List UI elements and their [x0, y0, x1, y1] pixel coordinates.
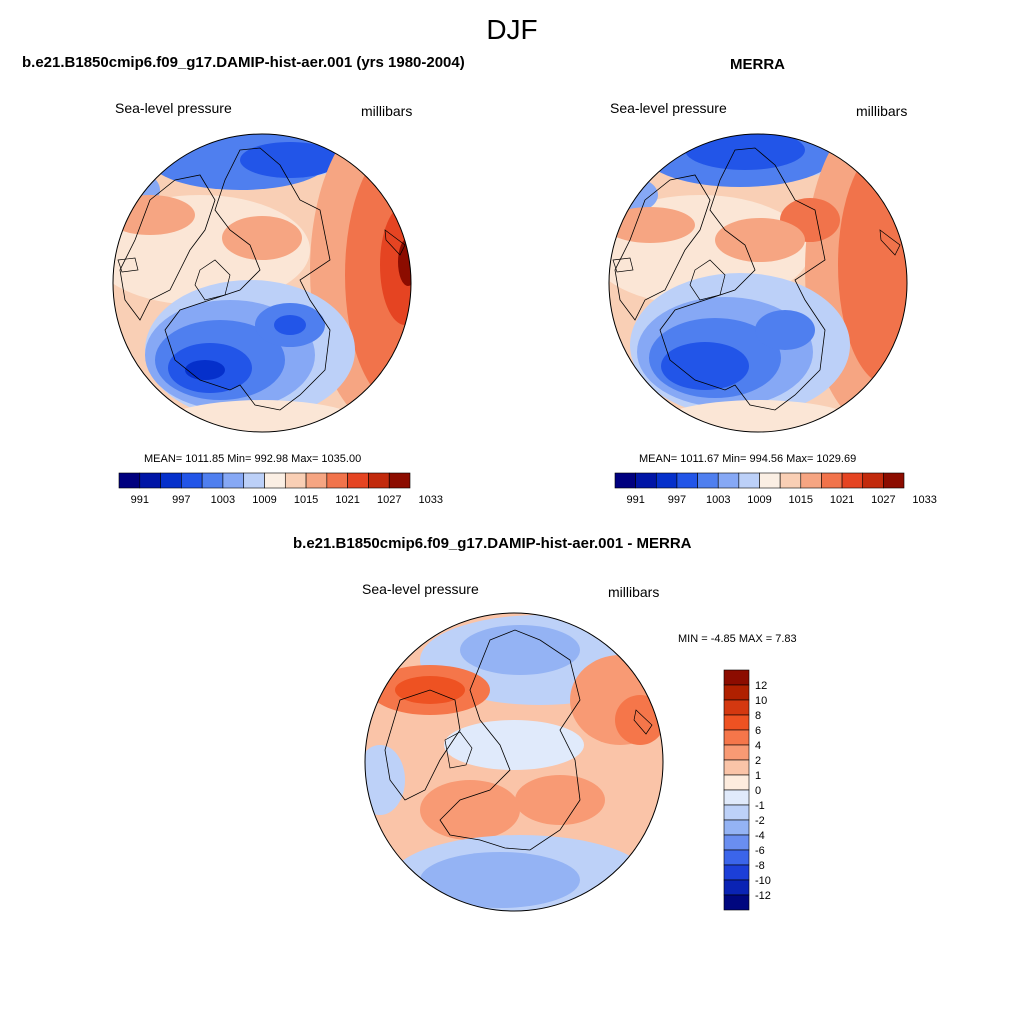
model-colorbar-swatch — [368, 472, 390, 489]
model-colorbar-swatch — [160, 472, 182, 489]
merra-colorbar-swatch — [717, 472, 740, 489]
diff-colorbar-tick-label: 10 — [755, 695, 767, 707]
model-colorbar-tick-label: 997 — [172, 494, 190, 506]
model-colorbar-tick-label: 1021 — [335, 494, 359, 506]
model-colorbar-swatch — [305, 472, 328, 489]
model-units-label: millibars — [361, 103, 413, 119]
model-colorbar-swatch — [284, 472, 307, 489]
diff-colorbar-swatch — [723, 819, 750, 836]
diff-colorbar-swatch — [723, 849, 750, 866]
merra-colorbar-swatch — [655, 472, 678, 489]
diff-colorbar-tick-label: -8 — [755, 860, 765, 872]
diff-colorbar-swatch — [723, 669, 750, 686]
diff-colorbar-tick-label: -10 — [755, 875, 771, 887]
diff-colorbar-swatch — [723, 789, 750, 806]
merra-colorbar-tick-label: 1015 — [789, 494, 813, 506]
merra-colorbar-tick-label: 1003 — [706, 494, 730, 506]
model-colorbar-swatch — [201, 472, 224, 489]
merra-colorbar-swatch — [862, 472, 884, 489]
model-colorbar-swatch — [388, 472, 411, 489]
merra-colorbar-swatch — [841, 472, 864, 489]
diff-colorbar-swatch — [723, 894, 750, 911]
diff-colorbar-swatch — [723, 759, 750, 776]
model-colorbar-tick-label: 1003 — [211, 494, 235, 506]
diff-colorbar-tick-label: -12 — [755, 890, 771, 902]
diff-panel-title: b.e21.B1850cmip6.f09_g17.DAMIP-hist-aer.… — [293, 535, 692, 552]
model-colorbar-tick-label: 991 — [131, 494, 149, 506]
merra-units-label: millibars — [856, 103, 908, 119]
merra-colorbar-swatch — [738, 472, 760, 489]
model-colorbar-swatch — [243, 472, 265, 489]
diff-stats-text: MIN = -4.85 MAX = 7.83 — [678, 633, 797, 645]
merra-stats-text: MEAN= 1011.67 Min= 994.56 Max= 1029.69 — [639, 453, 857, 465]
diff-colorbar-tick-label: 8 — [755, 710, 761, 722]
diff-colorbar-swatch — [723, 699, 750, 716]
model-colorbar-tick-label: 1015 — [294, 494, 318, 506]
diff-slp-map — [364, 612, 664, 912]
model-colorbar-swatch — [222, 472, 245, 489]
diff-colorbar-tick-label: 12 — [755, 680, 767, 692]
diff-colorbar-tick-label: -6 — [755, 845, 765, 857]
diff-colorbar-tick-label: 4 — [755, 740, 761, 752]
model-colorbar: 991 997 1003 1009 1015 1021 1027 1033 — [118, 472, 443, 506]
merra-panel-title: MERRA — [730, 56, 785, 73]
merra-colorbar-swatch — [635, 472, 657, 489]
diff-colorbar-tick-label: 2 — [755, 755, 761, 767]
merra-colorbar-swatch — [614, 472, 636, 489]
diff-colorbar-swatch — [723, 729, 750, 746]
diff-colorbar-swatch — [723, 774, 750, 791]
model-colorbar-swatch — [139, 472, 161, 489]
diff-colorbar-tick-label: 1 — [755, 770, 761, 782]
merra-colorbar-tick-label: 1009 — [747, 494, 771, 506]
diff-colorbar-tick-label: -4 — [755, 830, 765, 842]
merra-colorbar-swatch — [800, 472, 822, 489]
merra-colorbar: 991 997 1003 1009 1015 1021 1027 1033 — [614, 472, 937, 506]
diff-colorbar-swatch — [723, 744, 750, 761]
diff-colorbar-swatch — [723, 834, 750, 851]
merra-colorbar-tick-label: 997 — [668, 494, 686, 506]
diff-colorbar-tick-label: -1 — [755, 800, 765, 812]
season-title: DJF — [486, 14, 538, 45]
merra-colorbar-swatch — [883, 472, 905, 489]
model-panel-title: b.e21.B1850cmip6.f09_g17.DAMIP-hist-aer.… — [22, 54, 465, 71]
diff-colorbar-tick-label: 0 — [755, 785, 761, 797]
diff-colorbar-swatch — [723, 804, 750, 821]
merra-slp-map — [608, 133, 908, 433]
model-colorbar-tick-label: 1009 — [252, 494, 276, 506]
merra-colorbar-tick-label: 1021 — [830, 494, 854, 506]
merra-colorbar-tick-label: 991 — [626, 494, 644, 506]
diff-colorbar-swatch — [723, 879, 750, 896]
model-stats-text: MEAN= 1011.85 Min= 992.98 Max= 1035.00 — [144, 453, 362, 465]
diff-colorbar-tick-label: 6 — [755, 725, 761, 737]
diff-colorbar-swatch — [723, 864, 750, 881]
diff-variable-label: Sea-level pressure — [362, 581, 479, 597]
model-colorbar-swatch — [264, 472, 286, 489]
model-colorbar-swatch — [181, 472, 203, 489]
diff-colorbar-swatch — [723, 684, 750, 701]
merra-colorbar-tick-label: 1027 — [871, 494, 895, 506]
diff-colorbar-swatch — [723, 714, 750, 731]
merra-variable-label: Sea-level pressure — [610, 100, 727, 116]
model-colorbar-swatch — [347, 472, 369, 489]
model-colorbar-tick-label: 1033 — [419, 494, 443, 506]
merra-colorbar-swatch — [759, 472, 781, 489]
diff-colorbar-tick-label: -2 — [755, 815, 765, 827]
model-slp-map — [112, 133, 412, 433]
merra-colorbar-swatch — [697, 472, 719, 489]
model-colorbar-swatch — [326, 472, 348, 489]
merra-colorbar-tick-label: 1033 — [912, 494, 936, 506]
model-variable-label: Sea-level pressure — [115, 100, 232, 116]
model-colorbar-swatch — [118, 472, 141, 489]
model-colorbar-tick-label: 1027 — [377, 494, 401, 506]
diff-units-label: millibars — [608, 584, 660, 600]
merra-colorbar-swatch — [779, 472, 802, 489]
merra-colorbar-swatch — [676, 472, 698, 489]
merra-colorbar-swatch — [821, 472, 843, 489]
